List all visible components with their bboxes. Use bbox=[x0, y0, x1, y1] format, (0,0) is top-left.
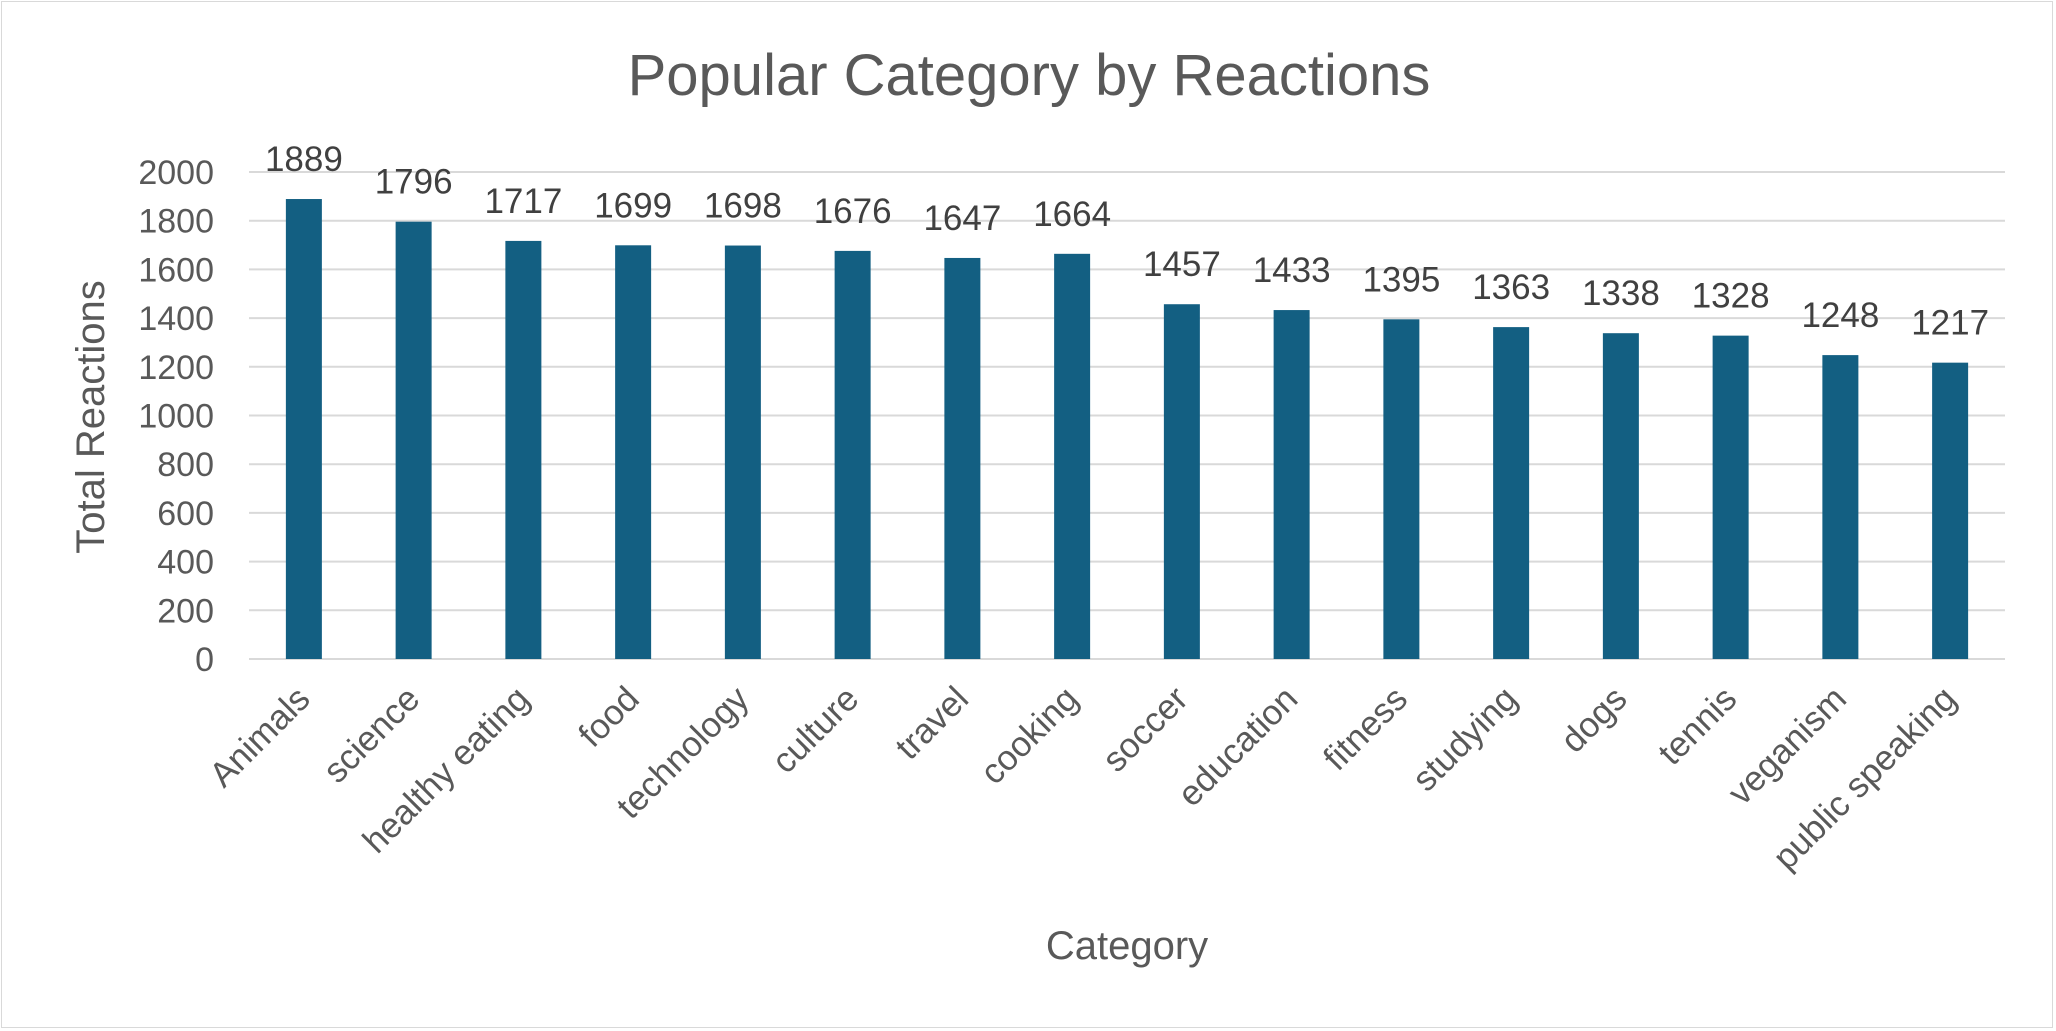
y-axis-title: Total Reactions bbox=[69, 280, 113, 553]
bars bbox=[285, 199, 1969, 660]
data-label: 1328 bbox=[1692, 277, 1770, 316]
data-label: 1647 bbox=[923, 199, 1001, 238]
data-label: 1363 bbox=[1472, 268, 1550, 307]
x-tick-label: studying bbox=[1405, 679, 1525, 799]
x-tick-label: soccer bbox=[1095, 679, 1196, 780]
data-label: 1717 bbox=[484, 182, 562, 221]
data-label: 1664 bbox=[1033, 195, 1111, 234]
data-label: 1433 bbox=[1253, 251, 1331, 290]
bar bbox=[1822, 355, 1859, 659]
x-tick-label: fitness bbox=[1316, 679, 1415, 778]
y-axis-ticks: 0 200 400 600 800 1000 1200 1400 1600 1800 2000 bbox=[138, 154, 214, 679]
data-label: 1395 bbox=[1362, 260, 1440, 299]
x-tick-label: education bbox=[1170, 679, 1305, 814]
data-label: 1889 bbox=[265, 140, 343, 179]
y-tick-label: 800 bbox=[157, 446, 214, 484]
x-axis-title: Category bbox=[1046, 924, 1208, 968]
bar bbox=[1712, 335, 1749, 659]
bar bbox=[615, 245, 652, 659]
bar bbox=[1383, 319, 1420, 659]
y-tick-label: 1000 bbox=[138, 398, 214, 436]
x-tick-label: tennis bbox=[1651, 679, 1745, 773]
y-tick-label: 600 bbox=[157, 495, 214, 533]
data-label: 1699 bbox=[594, 186, 672, 225]
x-tick-label: food bbox=[571, 679, 647, 755]
y-tick-label: 400 bbox=[157, 544, 214, 582]
bar bbox=[1163, 304, 1200, 659]
y-tick-label: 200 bbox=[157, 592, 214, 630]
bar bbox=[1493, 327, 1530, 659]
data-label: 1796 bbox=[375, 163, 453, 202]
bar bbox=[724, 245, 761, 660]
x-tick-label: public speaking bbox=[1766, 679, 1964, 877]
y-tick-label: 0 bbox=[195, 641, 214, 679]
bar bbox=[285, 199, 322, 659]
bar bbox=[1054, 253, 1091, 660]
data-label: 1457 bbox=[1143, 245, 1221, 284]
data-label: 1338 bbox=[1582, 274, 1660, 313]
y-tick-label: 1200 bbox=[138, 349, 214, 387]
bar bbox=[834, 250, 871, 660]
data-label: 1217 bbox=[1911, 304, 1989, 343]
data-label: 1698 bbox=[704, 187, 782, 226]
bar bbox=[395, 221, 432, 659]
x-tick-label: cooking bbox=[973, 679, 1086, 792]
x-tick-label: Animals bbox=[202, 679, 318, 795]
data-labels: 1889 1796 1717 1699 1698 1676 1647 1664 1457 1433… bbox=[265, 140, 1989, 343]
x-tick-label: dogs bbox=[1553, 679, 1634, 760]
y-tick-label: 1600 bbox=[138, 251, 214, 289]
x-tick-label: science bbox=[316, 679, 427, 790]
bar bbox=[1273, 310, 1310, 659]
bar bbox=[505, 240, 542, 659]
bar bbox=[944, 257, 981, 659]
chart-title: Popular Category by Reactions bbox=[628, 43, 1431, 108]
data-label: 1248 bbox=[1801, 296, 1879, 335]
bar bbox=[1932, 362, 1969, 659]
y-tick-label: 1400 bbox=[138, 300, 214, 338]
gridlines bbox=[249, 171, 2005, 660]
y-tick-label: 1800 bbox=[138, 203, 214, 241]
x-tick-label: travel bbox=[888, 679, 976, 767]
bar bbox=[1602, 333, 1639, 659]
y-tick-label: 2000 bbox=[138, 154, 214, 192]
data-label: 1676 bbox=[814, 192, 892, 231]
x-tick-label: culture bbox=[764, 679, 866, 781]
